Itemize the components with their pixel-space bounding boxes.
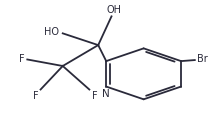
Text: OH: OH	[106, 5, 121, 15]
Text: F: F	[19, 55, 25, 64]
Text: HO: HO	[44, 27, 59, 37]
Text: Br: Br	[197, 54, 208, 64]
Text: F: F	[33, 91, 38, 101]
Text: F: F	[92, 91, 97, 101]
Text: N: N	[102, 89, 110, 98]
